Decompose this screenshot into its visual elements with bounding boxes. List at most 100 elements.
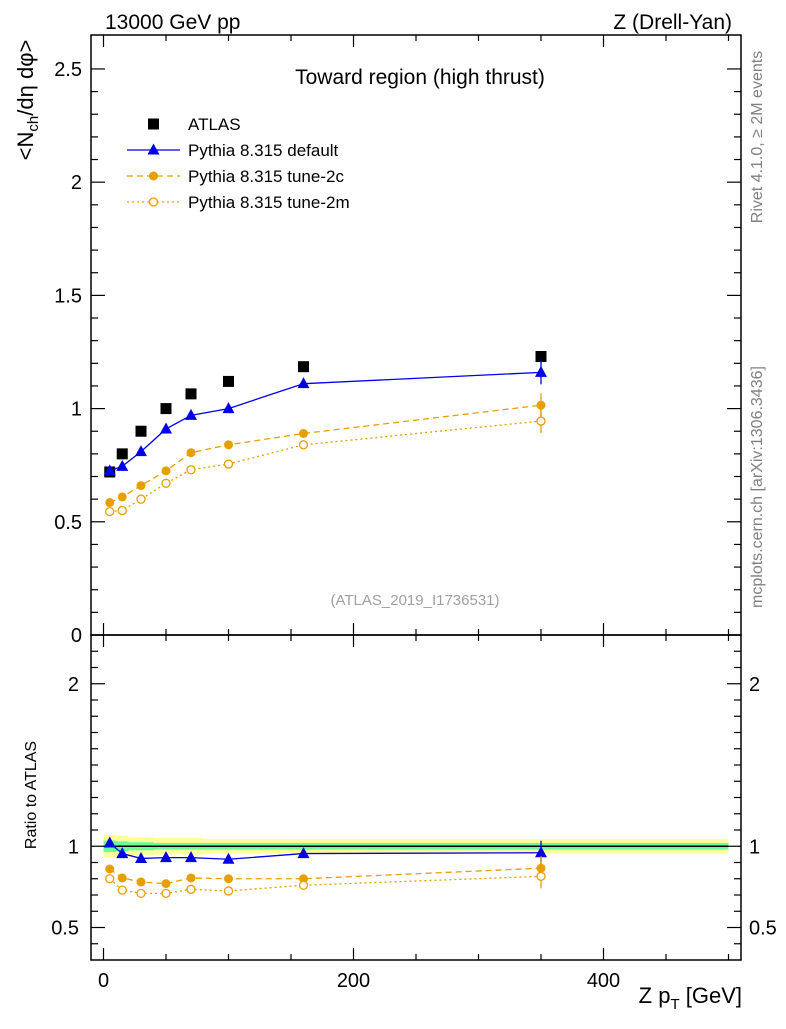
legend-marker <box>147 143 160 155</box>
main-series-line <box>109 420 542 513</box>
main-data-point <box>135 445 147 457</box>
ratio-series <box>103 836 547 899</box>
ratio-data-point <box>299 874 308 884</box>
ylabel-part: /dη dφ> <box>13 40 38 116</box>
xlabel-part: Z p <box>639 983 671 1008</box>
ratio-data-point <box>116 847 129 859</box>
main-data-point <box>135 425 147 437</box>
main-data-point <box>186 465 196 475</box>
main-axes: 0 0.5 1 1.5 2 2.5 <box>54 35 741 647</box>
main-panel: 0 0.5 1 1.5 2 2.5 Toward region (high thrust)… <box>13 34 742 647</box>
ratio-data-point <box>297 847 310 859</box>
energy-label: 13000 GeV pp <box>105 11 240 34</box>
main-data-point <box>223 459 234 469</box>
main-data-point <box>136 481 146 491</box>
main-data-point <box>297 377 310 389</box>
legend-label: ATLAS <box>188 115 241 134</box>
main-data-point <box>160 403 172 415</box>
ratio-data-point <box>105 864 115 874</box>
legend: ATLAS Pythia 8.315 default Pythia 8.315 tu… <box>127 115 350 212</box>
ratio-series-pythia-8-315-tune-2c <box>105 856 546 889</box>
main-data-point <box>536 416 546 426</box>
legend-marker <box>149 171 158 181</box>
ratio-data-point <box>117 873 127 883</box>
legend-label: Pythia 8.315 tune-2c <box>188 167 344 186</box>
y-tick-label-right: 2 <box>749 674 760 696</box>
ratio-data-point <box>223 886 234 896</box>
main-data-point <box>160 422 172 434</box>
ratio-data-point <box>224 874 233 884</box>
ratio-data-point <box>135 851 147 863</box>
ratio-data-point <box>536 871 546 881</box>
main-data-point <box>186 448 196 458</box>
y-tick-label-right: 0.5 <box>749 918 777 940</box>
main-data-point <box>185 388 197 400</box>
main-series <box>103 351 547 517</box>
main-data-point <box>185 408 197 420</box>
legend-label: Pythia 8.315 default <box>188 141 339 160</box>
x-tick-label: 0 <box>98 970 109 992</box>
x-tick-label: 200 <box>337 970 370 992</box>
main-data-point <box>103 464 116 476</box>
main-data-point <box>105 506 115 517</box>
main-series-line <box>109 404 542 504</box>
mcplots-reference-label: mcplots.cern.ch [arXiv:1306.3436] <box>749 366 766 608</box>
main-data-point <box>161 466 171 476</box>
ratio-data-point <box>103 836 116 848</box>
xlabel-part: [GeV] <box>680 983 742 1008</box>
y-tick-label: 0.5 <box>54 512 82 534</box>
ratio-ylabel: Ratio to ATLAS <box>23 741 40 849</box>
main-series-atlas <box>104 351 547 478</box>
main-data-point <box>223 375 234 387</box>
main-data-point <box>136 494 146 504</box>
ratio-data-point <box>161 879 171 889</box>
y-tick-label-right: 1 <box>749 836 760 858</box>
main-data-point <box>536 400 546 410</box>
main-ylabel: <Nch/dη dφ> <box>13 40 42 161</box>
y-tick-label: 2.5 <box>54 59 82 81</box>
ratio-data-point <box>186 873 196 883</box>
rivet-info-label: Rivet 4.1.0, ≥ 2M events <box>749 51 766 223</box>
main-data-point <box>222 402 235 414</box>
main-series-pythia-8-315-tune-2m <box>105 409 546 517</box>
main-series-pythia-8-315-tune-2c <box>105 393 546 508</box>
main-data-point <box>117 492 127 502</box>
main-data-point <box>105 498 115 508</box>
ratio-data-point <box>186 884 196 894</box>
main-data-point <box>535 351 547 363</box>
x-tick-label: 400 <box>587 970 620 992</box>
main-series-pythia-8-315-default <box>103 360 547 476</box>
ylabel-part: <N <box>13 132 38 161</box>
y-tick-label: 0.5 <box>51 918 79 940</box>
ratio-data-point <box>535 846 547 858</box>
ratio-data-point <box>160 851 172 863</box>
main-data-point <box>298 361 309 373</box>
main-data-point <box>116 459 129 471</box>
ratio-panel: 0 200 400 0.5 0.5 1 1 2 2 Ratio to ATLAS Z pT [G… <box>23 634 777 1013</box>
main-data-point <box>299 428 308 438</box>
main-data-point <box>535 365 547 377</box>
y-tick-label: 2 <box>71 172 82 194</box>
main-data-point <box>298 440 309 450</box>
ratio-series-pythia-8-315-default <box>103 836 547 865</box>
y-tick-label: 1 <box>71 399 82 421</box>
ratio-data-point <box>222 852 235 864</box>
main-data-point <box>117 505 127 516</box>
ratio-data-point <box>298 880 309 890</box>
ylabel-sub: ch <box>25 116 42 132</box>
ratio-data-point <box>136 877 146 887</box>
legend-entry: Pythia 8.315 default <box>127 141 339 160</box>
y-tick-label: 1.5 <box>54 285 82 307</box>
ratio-data-point <box>161 888 171 899</box>
ratio-series-line <box>109 875 542 895</box>
analysis-watermark: (ATLAS_2019_I1736531) <box>330 592 499 609</box>
y-tick-label: 2 <box>68 674 79 696</box>
xlabel-sub: T <box>670 996 679 1013</box>
process-label: Z (Drell-Yan) <box>613 11 732 34</box>
legend-marker <box>148 197 159 207</box>
legend-label: Pythia 8.315 tune-2m <box>188 193 350 212</box>
ratio-data-point <box>185 851 197 863</box>
legend-entry: Pythia 8.315 tune-2c <box>127 167 344 186</box>
